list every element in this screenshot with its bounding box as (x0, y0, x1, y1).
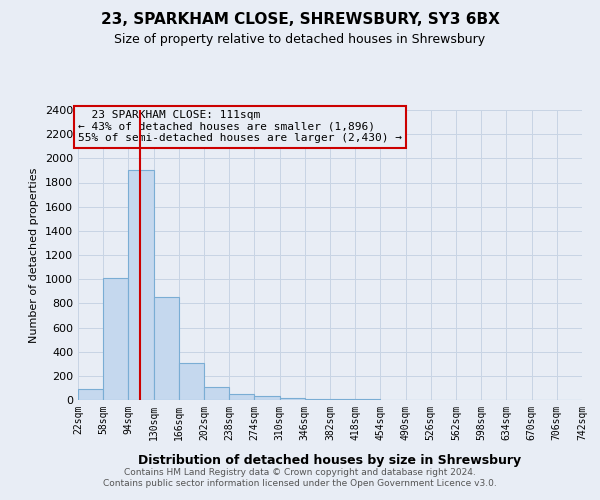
Bar (280, 398, 305, 400)
Y-axis label: Number of detached properties: Number of detached properties (29, 168, 40, 342)
Text: 23, SPARKHAM CLOSE, SHREWSBURY, SY3 6BX: 23, SPARKHAM CLOSE, SHREWSBURY, SY3 6BX (101, 12, 499, 28)
Bar (179, 362, 204, 400)
Bar (78, 389, 103, 400)
Bar (229, 394, 254, 400)
Bar (103, 278, 128, 400)
Bar (204, 386, 229, 400)
Bar (254, 396, 280, 400)
X-axis label: Distribution of detached houses by size in Shrewsbury: Distribution of detached houses by size … (139, 454, 521, 467)
Text: Size of property relative to detached houses in Shrewsbury: Size of property relative to detached ho… (115, 32, 485, 46)
Text: 23 SPARKHAM CLOSE: 111sqm
← 43% of detached houses are smaller (1,896)
55% of se: 23 SPARKHAM CLOSE: 111sqm ← 43% of detac… (78, 110, 402, 143)
Bar (128, 170, 154, 400)
Text: Contains HM Land Registry data © Crown copyright and database right 2024.
Contai: Contains HM Land Registry data © Crown c… (103, 468, 497, 487)
Bar (305, 399, 330, 400)
Bar (154, 298, 179, 400)
